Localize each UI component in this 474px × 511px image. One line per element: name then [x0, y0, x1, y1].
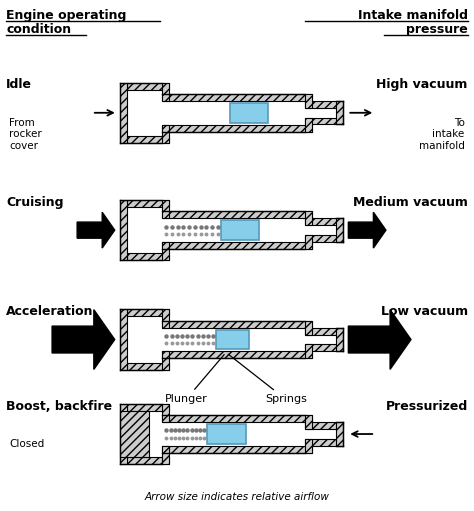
- Bar: [163, 242, 311, 249]
- Bar: [127, 411, 169, 457]
- Bar: [305, 415, 311, 429]
- Text: Low vacuum: Low vacuum: [381, 305, 468, 318]
- Bar: [305, 422, 343, 429]
- Bar: [305, 439, 343, 446]
- Bar: [163, 309, 169, 328]
- Bar: [127, 309, 169, 316]
- Bar: [207, 424, 246, 444]
- Bar: [163, 125, 169, 143]
- Bar: [127, 207, 169, 253]
- Polygon shape: [348, 212, 386, 248]
- Bar: [305, 108, 343, 118]
- Text: Boost, backfire: Boost, backfire: [6, 400, 112, 413]
- Bar: [305, 235, 343, 242]
- Bar: [163, 242, 169, 261]
- Bar: [337, 328, 343, 351]
- Text: Medium vacuum: Medium vacuum: [353, 196, 468, 209]
- Polygon shape: [52, 310, 115, 369]
- Bar: [127, 253, 169, 261]
- Bar: [120, 404, 127, 464]
- Bar: [120, 83, 127, 143]
- Polygon shape: [348, 310, 411, 369]
- Bar: [127, 457, 169, 464]
- Text: condition: condition: [6, 24, 72, 36]
- Bar: [305, 439, 311, 453]
- Bar: [305, 328, 343, 335]
- Text: To
intake
manifold: To intake manifold: [419, 118, 465, 151]
- Text: Intake manifold: Intake manifold: [358, 9, 468, 22]
- Bar: [163, 83, 169, 101]
- Bar: [163, 94, 311, 101]
- Bar: [229, 103, 268, 123]
- Bar: [127, 136, 169, 143]
- Text: High vacuum: High vacuum: [376, 78, 468, 91]
- Text: Engine operating: Engine operating: [6, 9, 127, 22]
- Bar: [127, 404, 169, 411]
- Text: Cruising: Cruising: [6, 196, 64, 209]
- Bar: [305, 344, 343, 351]
- Bar: [337, 218, 343, 242]
- Bar: [120, 411, 148, 457]
- Bar: [305, 218, 343, 225]
- Bar: [163, 320, 311, 328]
- Bar: [163, 422, 311, 446]
- Bar: [220, 220, 259, 240]
- Text: Pressurized: Pressurized: [385, 400, 468, 413]
- Bar: [163, 446, 311, 453]
- Bar: [163, 352, 311, 358]
- Bar: [305, 235, 311, 249]
- Bar: [305, 320, 311, 335]
- Bar: [163, 328, 311, 352]
- Text: pressure: pressure: [406, 24, 468, 36]
- Bar: [305, 118, 343, 125]
- Bar: [305, 335, 343, 344]
- Bar: [163, 218, 311, 242]
- Text: Springs: Springs: [228, 354, 307, 404]
- Text: Acceleration: Acceleration: [6, 305, 94, 318]
- Bar: [163, 125, 311, 132]
- Text: Plunger: Plunger: [165, 355, 224, 404]
- Bar: [163, 404, 169, 422]
- Bar: [163, 101, 311, 125]
- Bar: [127, 89, 169, 136]
- Bar: [305, 429, 343, 439]
- Bar: [337, 422, 343, 446]
- Bar: [216, 330, 249, 350]
- Bar: [305, 225, 343, 235]
- Bar: [120, 200, 127, 261]
- Bar: [163, 446, 169, 464]
- Text: Idle: Idle: [6, 78, 32, 91]
- Polygon shape: [77, 212, 115, 248]
- Text: Arrow size indicates relative airflow: Arrow size indicates relative airflow: [145, 492, 329, 502]
- Text: Closed: Closed: [9, 439, 45, 449]
- Bar: [127, 316, 169, 363]
- Bar: [163, 200, 169, 218]
- Text: From
rocker
cover: From rocker cover: [9, 118, 42, 151]
- Bar: [127, 83, 169, 89]
- Bar: [127, 200, 169, 207]
- Bar: [120, 309, 127, 370]
- Bar: [163, 352, 169, 370]
- Bar: [305, 211, 311, 225]
- Bar: [305, 101, 343, 108]
- Bar: [163, 211, 311, 218]
- Bar: [305, 94, 311, 108]
- Bar: [337, 101, 343, 125]
- Bar: [305, 118, 311, 132]
- Bar: [305, 344, 311, 358]
- Bar: [163, 415, 311, 422]
- Bar: [127, 363, 169, 370]
